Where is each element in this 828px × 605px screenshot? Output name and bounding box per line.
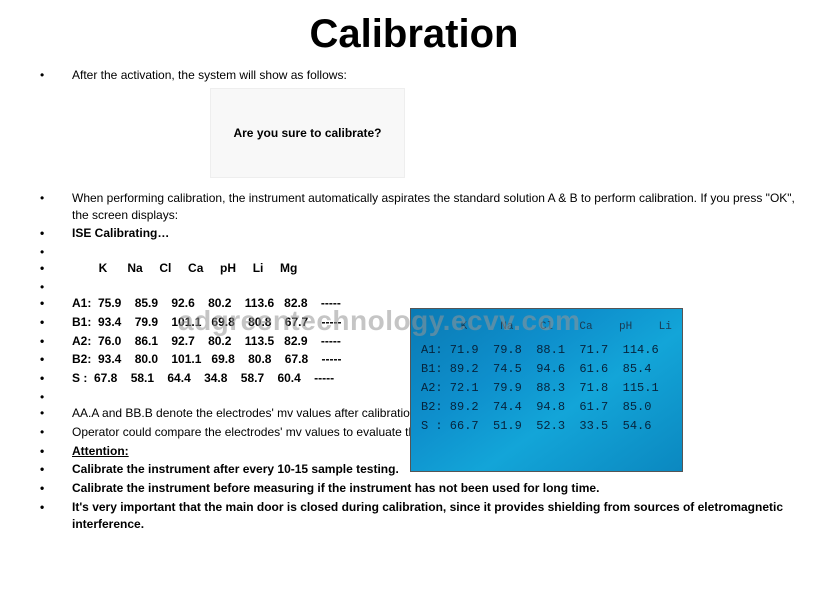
photo-row-b1: B1: 89.2 74.5 94.6 61.6 85.4 bbox=[421, 360, 672, 379]
table-header: K Na Cl Ca pH Li Mg bbox=[40, 260, 808, 277]
intro-line: After the activation, the system will sh… bbox=[40, 67, 808, 84]
calibrate-prompt-text: Are you sure to calibrate? bbox=[233, 126, 381, 140]
photo-header: K Na Cl Ca pH Li bbox=[421, 319, 672, 337]
photo-row-a2: A2: 72.1 79.9 88.3 71.8 115.1 bbox=[421, 379, 672, 398]
attention-2: Calibrate the instrument before measurin… bbox=[40, 480, 808, 497]
blank-line-1 bbox=[40, 244, 808, 258]
photo-row-b2: B2: 89.2 74.4 94.8 61.7 85.0 bbox=[421, 398, 672, 417]
attention-3: It's very important that the main door i… bbox=[40, 499, 808, 533]
calib-desc: When performing calibration, the instrum… bbox=[40, 190, 808, 224]
bullet-list: After the activation, the system will sh… bbox=[40, 67, 808, 84]
photo-row-s: S : 66.7 51.9 52.3 33.5 54.6 bbox=[421, 417, 672, 436]
ise-calibrating: ISE Calibrating… bbox=[40, 225, 808, 242]
screen-photo: K Na Cl Ca pH Li A1: 71.9 79.8 88.1 71.7… bbox=[410, 308, 683, 472]
blank-line-2 bbox=[40, 279, 808, 293]
page-title: Calibration bbox=[0, 12, 828, 57]
calibrate-prompt-box: Are you sure to calibrate? bbox=[210, 88, 405, 178]
photo-row-a1: A1: 71.9 79.8 88.1 71.7 114.6 bbox=[421, 341, 672, 360]
